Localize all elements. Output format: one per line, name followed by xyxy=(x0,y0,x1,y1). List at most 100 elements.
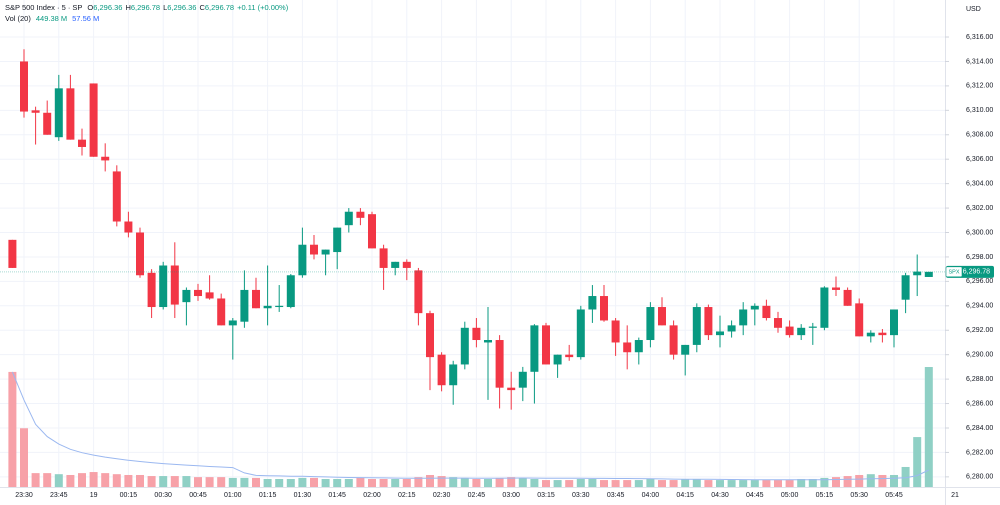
x-tick-label: 01:00 xyxy=(224,492,242,499)
volume-bar xyxy=(263,478,272,487)
candle-body xyxy=(54,88,63,138)
candle-body xyxy=(356,211,365,218)
volume-bar xyxy=(391,478,400,487)
x-tick-label: 03:00 xyxy=(502,492,520,499)
volume-bar xyxy=(170,476,179,487)
x-tick-label: 02:45 xyxy=(468,492,486,499)
candle-body xyxy=(368,214,376,249)
volume-bar xyxy=(54,474,63,487)
legend-volume: Vol (20) 449.38 M 57.56 M xyxy=(5,14,99,23)
x-tick-label: 04:00 xyxy=(642,492,660,499)
ohlc-key: H xyxy=(125,3,130,12)
candle-body xyxy=(623,342,632,353)
candle-body xyxy=(866,332,875,337)
ohlc-value: 6,296.78 xyxy=(205,3,234,12)
symbol-tag-label: SPX xyxy=(948,269,959,275)
volume-bar xyxy=(727,480,736,487)
date-label: 21 xyxy=(951,492,959,499)
x-tick-label: 05:15 xyxy=(816,492,834,499)
x-tick-label: 23:45 xyxy=(50,492,68,499)
volume-bar xyxy=(843,476,852,487)
volume-bar xyxy=(298,477,307,487)
candle-body xyxy=(843,289,852,306)
x-tick-label: 02:30 xyxy=(433,492,451,499)
candle-body xyxy=(669,325,678,355)
candle-body xyxy=(298,244,307,276)
volume-bar xyxy=(646,478,655,487)
candle-body xyxy=(808,326,817,328)
volume-bar xyxy=(692,478,701,487)
volume-bar xyxy=(820,477,829,487)
candle-body xyxy=(576,309,585,358)
volume-ma-line xyxy=(11,371,930,481)
candle-body xyxy=(611,320,620,343)
volume-bar xyxy=(890,474,898,487)
y-tick-label: 6,312.00 xyxy=(966,83,993,90)
currency: USD xyxy=(966,6,981,13)
ohlc-value: 6,296.36 xyxy=(167,3,196,12)
candle-body xyxy=(658,307,666,326)
candle-body xyxy=(286,275,295,308)
legend-main: S&P 500 Index · 5 · SP O6,296.36 H6,296.78… xyxy=(5,3,289,12)
x-tick-label: 04:45 xyxy=(746,492,764,499)
volume-bar xyxy=(472,478,481,487)
candle-body xyxy=(774,318,782,328)
vol-value: 449.38 M xyxy=(36,14,67,23)
volume-bar xyxy=(484,478,492,487)
y-tick-label: 6,314.00 xyxy=(966,58,993,65)
candle-body xyxy=(402,261,411,268)
volume-bar xyxy=(797,478,806,487)
y-tick-label: 6,298.00 xyxy=(966,254,993,261)
y-tick-label: 6,282.00 xyxy=(966,449,993,456)
candle-body xyxy=(565,354,574,358)
volume-bar xyxy=(437,476,446,487)
volume-bar xyxy=(101,473,110,487)
volume-bar xyxy=(704,480,713,487)
volume-bar xyxy=(310,477,318,487)
volume-bar xyxy=(414,477,423,487)
candle-body xyxy=(600,296,608,321)
volume-bar xyxy=(762,480,771,487)
volume-bar xyxy=(553,480,562,487)
x-tick-label: 03:30 xyxy=(572,492,590,499)
volume-bar xyxy=(658,480,666,487)
candle-body xyxy=(263,305,272,309)
x-tick-label: 00:45 xyxy=(189,492,207,499)
y-tick-label: 6,300.00 xyxy=(966,229,993,236)
volume-bar xyxy=(368,478,376,487)
candle-body xyxy=(739,309,748,326)
last-price-label: 6,296.78 xyxy=(963,269,990,276)
volume-bar xyxy=(136,474,144,487)
x-tick-label: 23:30 xyxy=(15,492,33,499)
volume-bar xyxy=(913,437,922,487)
x-tick-label: 05:00 xyxy=(781,492,799,499)
volume-bar xyxy=(855,474,864,487)
volume-bar xyxy=(808,478,817,487)
candle-body xyxy=(901,275,910,300)
volume-bar xyxy=(31,473,40,487)
volume-bar xyxy=(217,477,226,487)
volume-bar xyxy=(576,478,585,487)
candle-body xyxy=(252,289,260,309)
candle-body xyxy=(391,261,400,268)
x-tick-label: 03:45 xyxy=(607,492,625,499)
candle-body xyxy=(344,211,353,226)
volume-bar xyxy=(205,477,214,487)
candle-body xyxy=(310,244,318,255)
volume-bar xyxy=(518,477,527,487)
candle-body xyxy=(472,327,481,341)
volume-bar xyxy=(750,480,759,487)
candle-body xyxy=(437,354,446,386)
candle-body xyxy=(194,289,202,297)
volume-bar xyxy=(623,480,632,487)
volume-bar xyxy=(924,367,933,487)
candle-body xyxy=(414,270,423,314)
candle-body xyxy=(588,296,597,310)
candle-body xyxy=(240,289,249,322)
volume-bar xyxy=(275,478,284,487)
volume-bar xyxy=(716,480,724,487)
volume-bar xyxy=(832,477,840,487)
volume-bar xyxy=(507,477,516,487)
candle-body xyxy=(820,287,829,328)
volume-bar xyxy=(634,480,643,487)
